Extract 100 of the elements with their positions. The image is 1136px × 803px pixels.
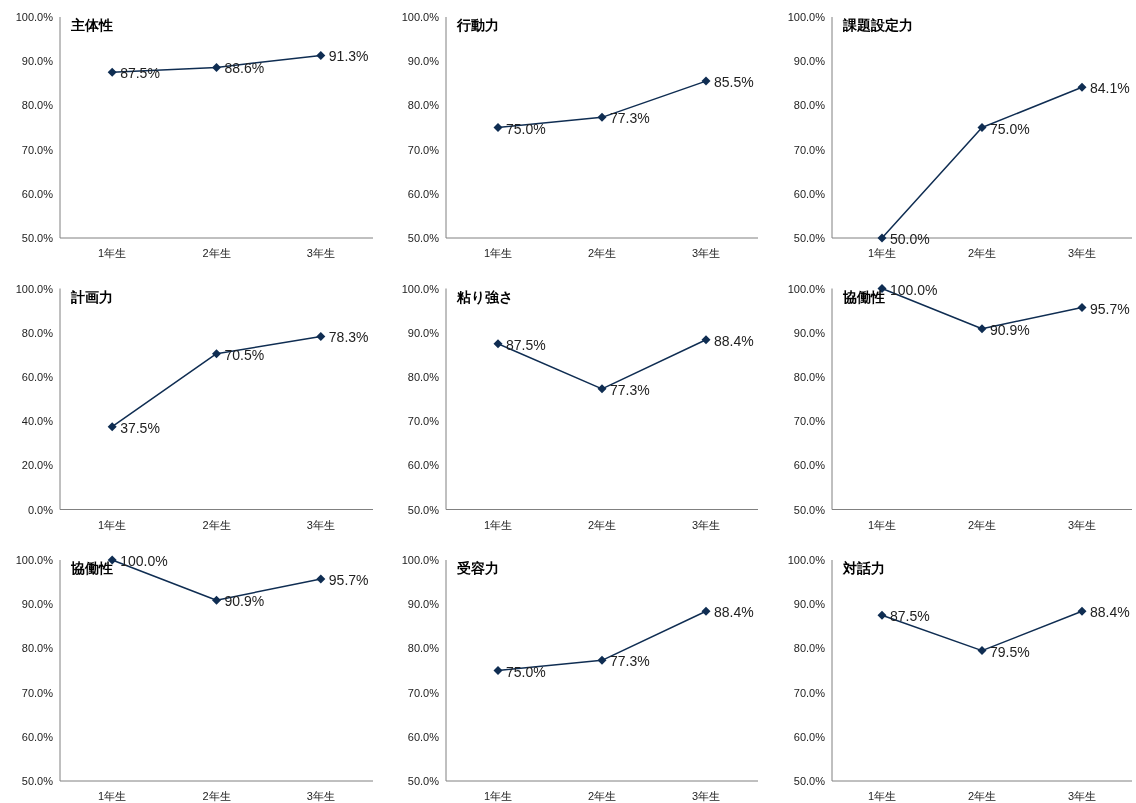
- y-tick-label: 80.0%: [793, 642, 826, 655]
- data-label: 100.0%: [890, 281, 938, 298]
- data-label: 50.0%: [890, 231, 930, 247]
- y-tick-label: 70.0%: [793, 143, 826, 156]
- y-tick-label: 70.0%: [21, 686, 54, 699]
- y-tick-label: 80.0%: [21, 326, 54, 339]
- point: [493, 339, 503, 349]
- point: [212, 349, 221, 359]
- y-tick-label: 50.0%: [21, 775, 54, 787]
- y-tick-label: 90.0%: [407, 326, 440, 339]
- x-tick-label: 3年生: [1067, 247, 1097, 259]
- y-tick-label: 100.0%: [787, 554, 826, 566]
- chart-title: 協働性: [842, 288, 885, 305]
- data-label: 100.0%: [120, 553, 168, 569]
- y-tick-label: 60.0%: [21, 187, 54, 200]
- data-label: 88.4%: [714, 332, 754, 349]
- x-tick-label: 1年生: [867, 790, 897, 802]
- y-tick-label: 60.0%: [21, 730, 54, 743]
- point: [493, 666, 503, 675]
- y-tick-label: 80.0%: [793, 99, 826, 112]
- y-tick-label: 80.0%: [21, 642, 54, 655]
- point: [597, 112, 607, 122]
- point: [316, 331, 326, 341]
- x-tick-label: 1年生: [483, 247, 513, 259]
- y-tick-label: 90.0%: [793, 55, 826, 68]
- y-tick-label: 90.0%: [407, 598, 440, 611]
- y-tick-label: 100.0%: [15, 554, 54, 566]
- y-tick-label: 60.0%: [793, 459, 826, 472]
- point: [977, 123, 987, 132]
- point: [597, 655, 607, 665]
- x-tick-label: 2年生: [202, 247, 231, 259]
- y-tick-label: 80.0%: [407, 370, 440, 383]
- y-tick-label: 50.0%: [407, 503, 440, 516]
- data-label: 37.5%: [120, 419, 160, 436]
- y-tick-label: 50.0%: [407, 775, 440, 787]
- data-label: 79.5%: [990, 643, 1030, 660]
- data-label: 91.3%: [328, 48, 369, 65]
- data-label: 75.0%: [506, 663, 546, 680]
- y-tick-label: 100.0%: [787, 282, 826, 295]
- y-tick-label: 60.0%: [407, 730, 440, 743]
- point: [1077, 303, 1087, 313]
- x-tick-label: 2年生: [587, 518, 617, 531]
- x-tick-label: 1年生: [98, 790, 127, 802]
- point: [977, 324, 987, 334]
- x-tick-label: 1年生: [483, 790, 513, 802]
- point: [493, 123, 503, 132]
- y-tick-label: 60.0%: [793, 187, 826, 200]
- data-label: 85.5%: [714, 74, 754, 91]
- x-tick-label: 3年生: [691, 790, 721, 802]
- point: [597, 384, 607, 394]
- data-label: 87.5%: [890, 608, 930, 625]
- x-tick-label: 2年生: [967, 247, 997, 259]
- x-tick-label: 1年生: [867, 518, 897, 531]
- y-tick-label: 50.0%: [21, 232, 54, 244]
- chart-title: 対話力: [842, 560, 885, 576]
- x-tick-label: 2年生: [587, 247, 617, 259]
- y-tick-label: 70.0%: [21, 143, 54, 156]
- y-tick-label: 50.0%: [793, 775, 826, 787]
- y-tick-label: 70.0%: [407, 686, 440, 699]
- y-tick-label: 90.0%: [21, 598, 54, 611]
- y-tick-label: 80.0%: [793, 370, 826, 383]
- data-label: 78.3%: [328, 329, 369, 346]
- y-tick-label: 100.0%: [15, 11, 54, 23]
- point: [316, 574, 326, 584]
- y-tick-label: 50.0%: [793, 503, 826, 516]
- data-label: 77.3%: [610, 653, 650, 670]
- x-tick-label: 3年生: [691, 518, 721, 531]
- y-tick-label: 50.0%: [407, 232, 440, 244]
- x-tick-label: 3年生: [306, 790, 335, 802]
- data-label: 75.0%: [990, 120, 1030, 137]
- point: [877, 233, 887, 243]
- chart-title: 協働性: [70, 560, 113, 576]
- point: [1077, 82, 1087, 92]
- point: [977, 646, 987, 656]
- data-label: 90.9%: [990, 321, 1030, 338]
- chart-title: 主体性: [70, 17, 113, 33]
- y-tick-label: 20.0%: [21, 459, 54, 472]
- data-label: 88.4%: [1090, 604, 1130, 621]
- y-tick-label: 70.0%: [793, 686, 826, 699]
- point: [212, 62, 221, 72]
- y-tick-label: 100.0%: [401, 554, 440, 566]
- y-tick-label: 100.0%: [401, 11, 440, 23]
- chart-title: 粘り強さ: [456, 288, 513, 305]
- chart-title: 計画力: [70, 288, 113, 305]
- x-tick-label: 2年生: [587, 790, 617, 802]
- y-tick-label: 90.0%: [793, 326, 826, 339]
- x-tick-label: 1年生: [98, 518, 127, 531]
- y-tick-label: 70.0%: [407, 415, 440, 428]
- data-label: 95.7%: [328, 572, 369, 589]
- point: [107, 67, 117, 77]
- data-label: 88.6%: [224, 60, 265, 77]
- x-tick-label: 2年生: [967, 518, 997, 531]
- y-tick-label: 100.0%: [401, 282, 440, 295]
- data-label: 95.7%: [1090, 300, 1130, 317]
- x-tick-label: 3年生: [691, 247, 721, 259]
- data-label: 70.5%: [224, 346, 265, 363]
- y-tick-label: 90.0%: [21, 55, 54, 68]
- x-tick-label: 3年生: [1067, 518, 1097, 531]
- x-tick-label: 2年生: [202, 518, 231, 531]
- point: [701, 76, 711, 86]
